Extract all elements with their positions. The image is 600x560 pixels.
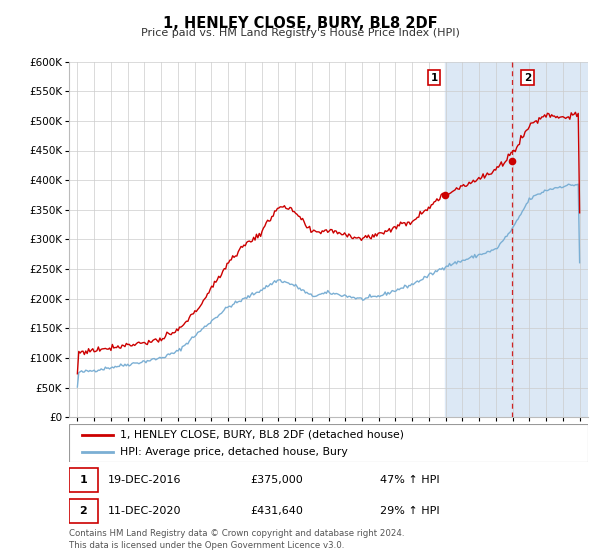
Text: £431,640: £431,640 (251, 506, 304, 516)
Bar (445, 62, 588, 417)
Text: 1: 1 (430, 73, 437, 83)
Text: 11-DEC-2020: 11-DEC-2020 (108, 506, 181, 516)
Text: 29% ↑ HPI: 29% ↑ HPI (380, 506, 440, 516)
Text: This data is licensed under the Open Government Licence v3.0.: This data is licensed under the Open Gov… (69, 541, 344, 550)
Bar (69, 468, 98, 492)
Text: 1, HENLEY CLOSE, BURY, BL8 2DF: 1, HENLEY CLOSE, BURY, BL8 2DF (163, 16, 437, 31)
Text: 1: 1 (79, 475, 87, 485)
Text: 1, HENLEY CLOSE, BURY, BL8 2DF (detached house): 1, HENLEY CLOSE, BURY, BL8 2DF (detached… (120, 430, 404, 440)
Text: £375,000: £375,000 (251, 475, 304, 485)
Bar (69, 499, 98, 522)
Text: Price paid vs. HM Land Registry's House Price Index (HPI): Price paid vs. HM Land Registry's House … (140, 28, 460, 38)
Text: 2: 2 (524, 73, 532, 83)
Text: 2: 2 (79, 506, 87, 516)
Text: 47% ↑ HPI: 47% ↑ HPI (380, 475, 440, 485)
Text: Contains HM Land Registry data © Crown copyright and database right 2024.: Contains HM Land Registry data © Crown c… (69, 529, 404, 538)
Text: 19-DEC-2016: 19-DEC-2016 (108, 475, 181, 485)
Text: HPI: Average price, detached house, Bury: HPI: Average price, detached house, Bury (120, 447, 347, 458)
